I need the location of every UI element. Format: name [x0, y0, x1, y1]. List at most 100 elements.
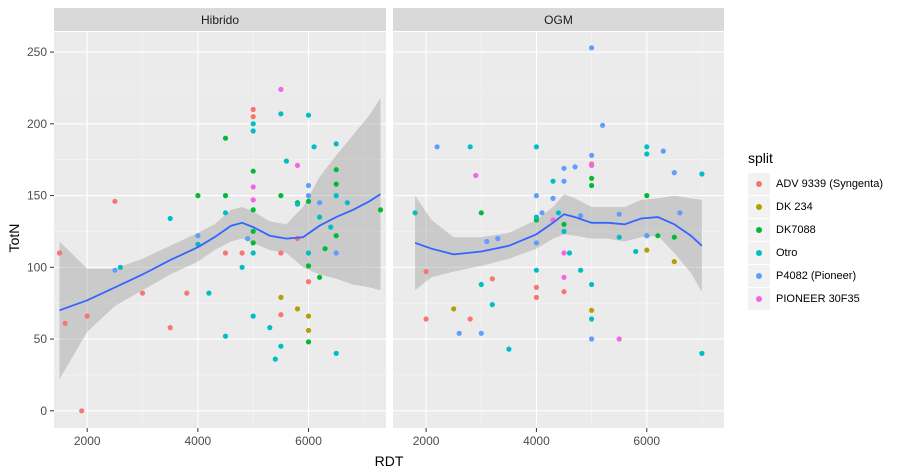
data-point — [250, 114, 256, 120]
data-point — [644, 193, 650, 199]
data-point — [250, 228, 256, 234]
legend-key — [748, 287, 770, 310]
data-point — [322, 246, 328, 252]
data-point — [305, 182, 312, 189]
x-tick-label: 2000 — [413, 434, 440, 448]
facet-strip-label: Hibrido — [201, 13, 239, 27]
data-point — [423, 269, 429, 275]
data-point — [644, 233, 650, 239]
data-point — [195, 193, 201, 199]
legend-item: P4082 (Pioneer) — [748, 264, 898, 287]
data-point — [278, 111, 284, 117]
data-point — [294, 201, 301, 207]
data-point — [589, 281, 595, 288]
data-point — [311, 144, 317, 150]
data-point — [250, 184, 256, 190]
data-point — [655, 233, 661, 239]
series-pioneer-30f35 — [250, 86, 301, 203]
data-point — [317, 200, 323, 206]
series-p4082-pioneer- — [434, 45, 683, 342]
series-dk-234 — [278, 294, 312, 333]
data-point — [644, 247, 650, 253]
data-point — [333, 167, 339, 173]
data-point — [317, 214, 323, 220]
legend-dot — [756, 226, 762, 233]
data-point — [533, 144, 540, 150]
legend-dot — [756, 180, 762, 187]
data-point — [473, 172, 479, 179]
data-point — [250, 106, 256, 113]
data-point — [589, 182, 595, 189]
legend-key — [748, 195, 770, 218]
series-p4082-pioneer- — [112, 182, 339, 273]
data-point — [550, 178, 556, 184]
series-otro — [412, 144, 705, 356]
data-point — [333, 350, 339, 356]
data-point — [578, 267, 584, 273]
legend-label: PIONEER 30F35 — [776, 292, 860, 305]
data-point — [112, 267, 118, 273]
data-point — [278, 86, 284, 92]
data-point — [456, 330, 462, 336]
data-point — [644, 151, 650, 157]
facet-strip — [393, 8, 724, 31]
data-point — [206, 290, 212, 296]
data-point — [250, 240, 256, 246]
data-point — [62, 320, 68, 326]
data-point — [434, 144, 440, 150]
data-point — [478, 281, 484, 288]
data-point — [167, 325, 173, 331]
data-point — [250, 121, 256, 127]
y-tick-label: 200 — [27, 117, 47, 131]
data-point — [333, 250, 339, 256]
legend-dot — [756, 295, 762, 302]
legend-item: ADV 9339 (Syngenta) — [748, 172, 898, 195]
data-point — [561, 178, 567, 184]
data-point — [467, 144, 473, 150]
data-point — [533, 294, 540, 300]
data-point — [671, 259, 677, 265]
data-point — [267, 325, 273, 331]
data-point — [333, 181, 339, 187]
data-point — [195, 233, 201, 239]
data-point — [305, 313, 312, 319]
legend-item: DK7088 — [748, 218, 898, 241]
data-point — [283, 158, 289, 164]
legend-dot — [756, 249, 762, 256]
data-point — [566, 250, 573, 256]
data-point — [278, 312, 284, 318]
data-point — [555, 210, 562, 216]
series-dk-234 — [451, 247, 677, 313]
x-tick-label: 4000 — [523, 434, 550, 448]
data-point — [616, 211, 622, 217]
data-point — [533, 284, 540, 290]
data-point — [506, 346, 512, 352]
data-point — [139, 290, 146, 296]
data-point — [660, 148, 666, 154]
data-point — [305, 263, 312, 269]
data-point — [272, 356, 278, 362]
data-point — [184, 290, 190, 296]
confidence-band — [59, 98, 381, 380]
data-point — [222, 210, 229, 216]
data-point — [589, 307, 595, 313]
data-point — [561, 250, 567, 256]
data-point — [278, 294, 284, 300]
facet-strip — [54, 8, 386, 31]
data-point — [117, 264, 123, 270]
x-tick-label: 6000 — [633, 434, 660, 448]
data-point — [305, 112, 312, 118]
data-point — [550, 195, 556, 201]
data-point — [305, 327, 312, 333]
data-point — [333, 193, 339, 199]
data-point — [412, 210, 418, 216]
data-point — [79, 408, 85, 414]
legend-dot — [756, 203, 762, 210]
x-tick-label: 2000 — [74, 434, 101, 448]
confidence-band — [415, 194, 702, 292]
legend-dot — [756, 272, 762, 279]
data-point — [278, 343, 284, 349]
legend-item: PIONEER 30F35 — [748, 287, 898, 310]
legend-label: P4082 (Pioneer) — [776, 269, 857, 282]
x-tick-label: 6000 — [295, 434, 322, 448]
